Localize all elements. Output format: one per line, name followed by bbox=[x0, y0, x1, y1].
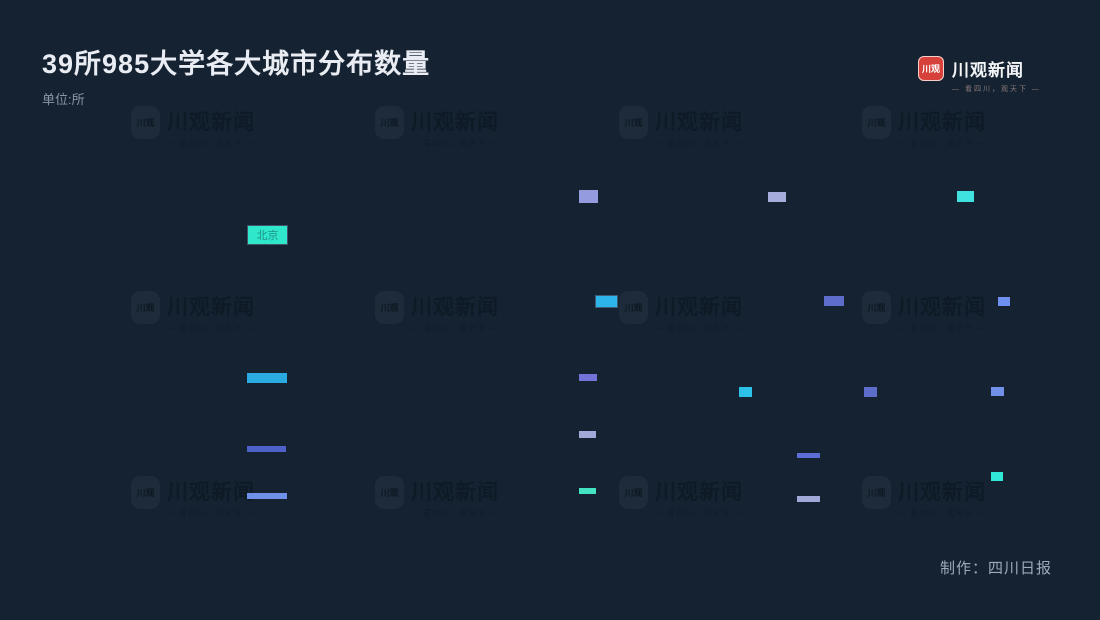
watermark-tagline: — 看四川，观天下 — bbox=[898, 509, 986, 518]
watermark-tagline: — 看四川，观天下 — bbox=[898, 139, 986, 148]
bar bbox=[579, 488, 596, 494]
bar bbox=[247, 373, 287, 383]
watermark-logo: 川观 川观新闻 — 看四川，观天下 — bbox=[131, 106, 255, 149]
watermark-name: 川观新闻 bbox=[411, 480, 499, 504]
bar bbox=[797, 453, 820, 458]
bar-北京: 北京 bbox=[248, 226, 287, 244]
watermark-name: 川观新闻 bbox=[655, 110, 743, 134]
bar bbox=[768, 192, 786, 202]
watermark-tagline: — 看四川，观天下 — bbox=[411, 509, 499, 518]
bar bbox=[824, 296, 844, 306]
watermark-logo-icon: 川观 bbox=[862, 106, 891, 139]
brand-text-block: 川观新闻 — 看四川，观天下 — bbox=[952, 56, 1041, 94]
brand-name: 川观新闻 bbox=[952, 61, 1024, 80]
watermark-logo-icon: 川观 bbox=[619, 106, 648, 139]
watermark-logo: 川观 川观新闻 — 看四川，观天下 — bbox=[131, 476, 255, 519]
bar bbox=[998, 297, 1010, 306]
watermark-logo-icon: 川观 bbox=[131, 291, 160, 324]
bar bbox=[579, 190, 598, 203]
watermark-logo: 川观 川观新闻 — 看四川，观天下 — bbox=[375, 106, 499, 149]
watermark-logo: 川观 川观新闻 — 看四川，观天下 — bbox=[619, 291, 743, 334]
watermark-name: 川观新闻 bbox=[898, 480, 986, 504]
watermark-name: 川观新闻 bbox=[898, 110, 986, 134]
bar bbox=[247, 493, 287, 499]
bar bbox=[797, 496, 820, 502]
watermark-name: 川观新闻 bbox=[167, 110, 255, 134]
bar bbox=[739, 387, 752, 397]
watermark-logo: 川观 川观新闻 — 看四川，观天下 — bbox=[375, 291, 499, 334]
chuanguan-logo-icon: 川观 bbox=[918, 56, 944, 81]
watermark-tagline: — 看四川，观天下 — bbox=[411, 324, 499, 333]
watermark-name: 川观新闻 bbox=[655, 480, 743, 504]
watermark-logo-icon: 川观 bbox=[862, 476, 891, 509]
watermark-logo: 川观 川观新闻 — 看四川，观天下 — bbox=[862, 476, 986, 519]
watermark-logo: 川观 川观新闻 — 看四川，观天下 — bbox=[862, 291, 986, 334]
watermark-tagline: — 看四川，观天下 — bbox=[167, 139, 255, 148]
watermark-logo: 川观 川观新闻 — 看四川，观天下 — bbox=[862, 106, 986, 149]
watermark-logo-icon: 川观 bbox=[131, 106, 160, 139]
watermark-logo-icon: 川观 bbox=[375, 291, 404, 324]
bar bbox=[864, 387, 877, 397]
watermark-tagline: — 看四川，观天下 — bbox=[655, 324, 743, 333]
watermark-logo: 川观 川观新闻 — 看四川，观天下 — bbox=[619, 106, 743, 149]
bar-label: 北京 bbox=[256, 230, 279, 242]
watermark-tagline: — 看四川，观天下 — bbox=[655, 139, 743, 148]
watermark-logo-icon: 川观 bbox=[619, 291, 648, 324]
watermark-tagline: — 看四川，观天下 — bbox=[655, 509, 743, 518]
credit-label: 制作：四川日报 bbox=[940, 560, 1053, 577]
watermark-logo-icon: 川观 bbox=[131, 476, 160, 509]
watermark-logo: 川观 川观新闻 — 看四川，观天下 — bbox=[131, 291, 255, 334]
brand-tagline: — 看四川，观天下 — bbox=[952, 86, 1041, 93]
watermark-logo: 川观 川观新闻 — 看四川，观天下 — bbox=[619, 476, 743, 519]
watermark-tagline: — 看四川，观天下 — bbox=[167, 509, 255, 518]
unit-label: 单位:所 bbox=[42, 92, 85, 107]
watermark-tagline: — 看四川，观天下 — bbox=[167, 324, 255, 333]
watermark-tagline: — 看四川，观天下 — bbox=[898, 324, 986, 333]
bar bbox=[991, 472, 1003, 481]
watermark-tagline: — 看四川，观天下 — bbox=[411, 139, 499, 148]
watermark-name: 川观新闻 bbox=[411, 110, 499, 134]
watermark-name: 川观新闻 bbox=[898, 295, 986, 319]
bar bbox=[579, 431, 596, 438]
bar bbox=[579, 374, 597, 381]
watermark-logo: 川观 川观新闻 — 看四川，观天下 — bbox=[375, 476, 499, 519]
watermark-logo-icon: 川观 bbox=[862, 291, 891, 324]
watermark-name: 川观新闻 bbox=[655, 295, 743, 319]
watermark-logo-icon: 川观 bbox=[619, 476, 648, 509]
watermark-name: 川观新闻 bbox=[167, 295, 255, 319]
chart-title: 39所985大学各大城市分布数量 bbox=[42, 49, 431, 79]
watermark-logo-icon: 川观 bbox=[375, 476, 404, 509]
watermark-name: 川观新闻 bbox=[167, 480, 255, 504]
brand-logo: 川观 川观新闻 — 看四川，观天下 — bbox=[918, 56, 1041, 94]
watermark-logo-icon: 川观 bbox=[375, 106, 404, 139]
watermark-name: 川观新闻 bbox=[411, 295, 499, 319]
bar bbox=[991, 387, 1004, 396]
bar bbox=[247, 446, 286, 452]
bar bbox=[957, 191, 974, 202]
bar bbox=[596, 296, 617, 307]
